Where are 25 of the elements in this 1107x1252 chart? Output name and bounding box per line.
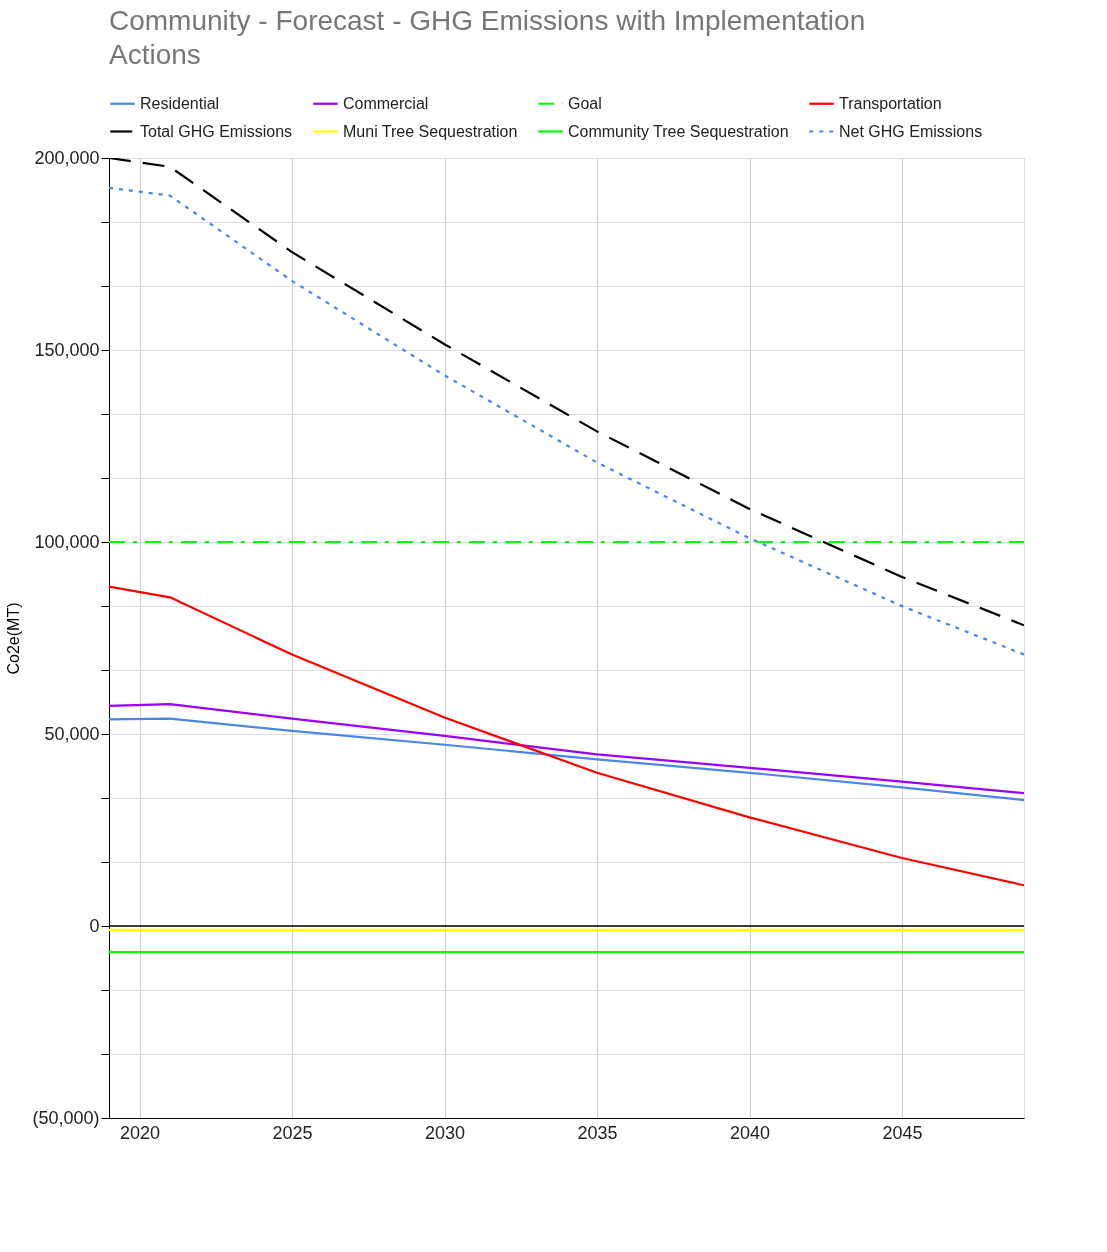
line-series (109, 717, 1024, 802)
legend-label: Residential (140, 94, 220, 112)
y-tick-label: 0 (89, 915, 100, 936)
legend-label: Muni Tree Sequestration (343, 122, 518, 140)
x-tick-label: 2040 (729, 1122, 771, 1143)
line-series (109, 585, 1024, 887)
x-tick-label: 2020 (119, 1122, 161, 1143)
x-tick-label: 2025 (272, 1122, 313, 1143)
y-tick-label: 200,000 (34, 147, 100, 168)
legend-label: Commercial (343, 94, 429, 112)
legend-label: Goal (568, 94, 602, 112)
legend-label: Total GHG Emissions (140, 122, 293, 140)
y-tick-label: 150,000 (34, 339, 100, 360)
x-tick-label: 2045 (882, 1122, 923, 1143)
y-tick-label: (50,000) (32, 1107, 100, 1128)
legend-label: Community Tree Sequestration (568, 122, 789, 140)
line-series (109, 702, 1024, 795)
legend-label: Transportation (839, 94, 942, 112)
chart-title: Community - Forecast - GHG Emissions with Implementation Actions (109, 5, 866, 70)
legend-label: Net GHG Emissions (839, 122, 983, 140)
x-tick-label: 2035 (577, 1122, 618, 1143)
y-tick-label: 50,000 (44, 723, 100, 744)
y-tick-label: 100,000 (34, 531, 100, 552)
x-tick-label: 2030 (424, 1122, 466, 1143)
y-axis-title: Co2e(MT) (5, 602, 23, 675)
